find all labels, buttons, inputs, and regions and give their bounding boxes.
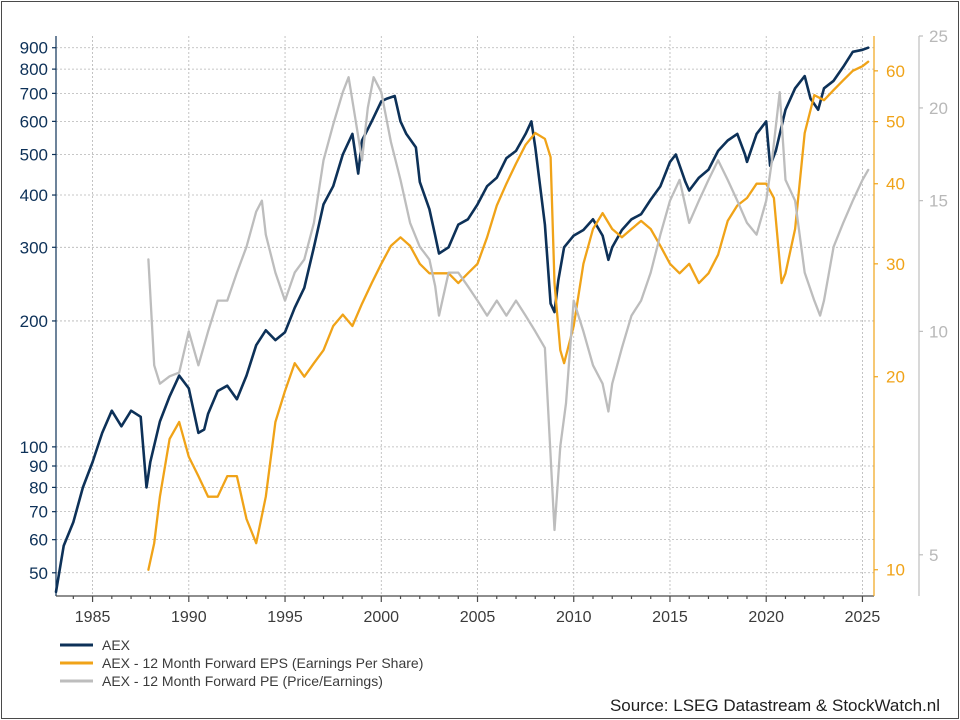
y-left-tick-label: 80 <box>29 478 48 497</box>
y-eps-tick-label: 50 <box>886 113 905 132</box>
y-pe-tick-label: 25 <box>929 27 948 46</box>
x-tick-label: 2025 <box>845 609 881 626</box>
x-tick-label: 1995 <box>267 609 303 626</box>
y-eps-tick-label: 40 <box>886 175 905 194</box>
source-note: Source: LSEG Datastream & StockWatch.nl <box>610 696 940 715</box>
y-left-tick-label: 300 <box>20 238 48 257</box>
y-left-tick-label: 900 <box>20 39 48 58</box>
legend-label: AEX - 12 Month Forward EPS (Earnings Per… <box>102 655 423 671</box>
y-eps-tick-label: 20 <box>886 368 905 387</box>
x-tick-label: 2000 <box>363 609 399 626</box>
y-left-tick-label: 200 <box>20 312 48 331</box>
x-tick-label: 2010 <box>556 609 592 626</box>
y-left-tick-label: 400 <box>20 186 48 205</box>
y-eps-tick-label: 30 <box>886 255 905 274</box>
series-line-aex <box>54 46 870 594</box>
y-pe-tick-label: 15 <box>929 192 948 211</box>
legend-label: AEX <box>102 637 131 653</box>
y-left-tick-label: 700 <box>20 84 48 103</box>
x-tick-label: 2005 <box>460 609 496 626</box>
y-left-tick-label: 60 <box>29 531 48 550</box>
x-tick-label: 2020 <box>748 609 784 626</box>
x-tick-label: 1990 <box>171 609 207 626</box>
grid-lines <box>56 36 874 596</box>
series-lines <box>54 46 870 594</box>
y-eps-tick-label: 10 <box>886 561 905 580</box>
y-left-tick-label: 100 <box>20 438 48 457</box>
x-tick-label: 1985 <box>75 609 111 626</box>
y-left-tick-label: 800 <box>20 60 48 79</box>
series-line-pe <box>147 76 870 532</box>
y-left-tick-label: 500 <box>20 145 48 164</box>
y-eps-tick-label: 60 <box>886 62 905 81</box>
y-left-tick-label: 50 <box>29 564 48 583</box>
y-pe-tick-label: 10 <box>929 322 948 341</box>
y-pe-tick-label: 5 <box>929 546 938 565</box>
y-left-tick-label: 90 <box>29 457 48 476</box>
y-pe-tick-label: 20 <box>929 99 948 118</box>
y-left-tick-label: 600 <box>20 112 48 131</box>
legend: AEX AEX - 12 Month Forward EPS (Earnings … <box>60 637 423 689</box>
legend-label: AEX - 12 Month Forward PE (Price/Earning… <box>102 673 383 689</box>
x-tick-label: 2015 <box>652 609 688 626</box>
series-line-eps <box>147 60 870 571</box>
y-left-tick-label: 70 <box>29 503 48 522</box>
